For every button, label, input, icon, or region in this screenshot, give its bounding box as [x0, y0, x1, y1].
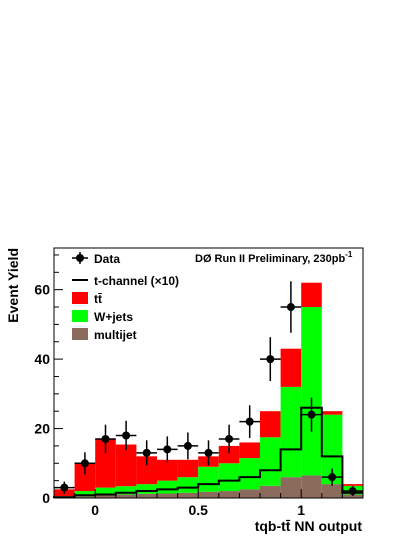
bar-multijet [198, 491, 219, 498]
bar-multijet [260, 485, 281, 498]
bar-tt [260, 411, 281, 438]
bar-multijet [136, 493, 157, 498]
legend-label: W+jets [94, 310, 133, 324]
bar-multijet [342, 494, 363, 498]
bar-wjets [218, 463, 240, 492]
legend: Data t-channel (×10) tt̄ W+jets multijet [72, 252, 179, 342]
bar-tt [74, 463, 96, 492]
bar-multijet [218, 491, 240, 498]
legend-label: Data [94, 252, 120, 266]
data-point [80, 459, 89, 468]
bar-multijet [115, 494, 137, 498]
bar-wjets [260, 437, 281, 486]
data-point [266, 355, 275, 364]
chart-title-text: DØ Run II Preliminary, 230pb [195, 253, 345, 265]
legend-data-marker [76, 254, 84, 262]
data-point [60, 483, 69, 492]
y-axis-label: Event Yield [5, 248, 21, 323]
bar-tt [280, 348, 302, 387]
x-tick-label: 0 [91, 502, 99, 518]
y-tick-label: 60 [34, 282, 50, 298]
bar-multijet [321, 484, 343, 498]
y-tick-label: 40 [34, 351, 50, 367]
data-point [348, 487, 357, 496]
data-point [225, 434, 234, 443]
data-point [328, 473, 337, 482]
legend-swatch [72, 328, 88, 340]
bar-multijet [239, 489, 260, 498]
bar-tt [136, 456, 157, 485]
data-point [101, 434, 110, 443]
bar-wjets [74, 491, 96, 497]
y-tick-label: 20 [34, 421, 50, 437]
bar-wjets [198, 466, 219, 492]
plot-frame [53, 247, 364, 499]
legend-swatch [72, 292, 88, 304]
bar-tt [342, 484, 363, 486]
bar-tt [321, 411, 343, 415]
y-tick-label: 0 [42, 490, 50, 506]
data-points [54, 281, 363, 496]
bar-wjets [301, 307, 322, 476]
chart-title-superscript: -1 [345, 250, 353, 259]
data-point [204, 448, 213, 457]
bar-tt [177, 459, 199, 478]
x-tick-label: 0.5 [188, 502, 208, 518]
bar-wjets [280, 386, 302, 478]
bar-wjets [136, 484, 157, 494]
bar-multijet [157, 493, 178, 498]
bar-wjets [239, 458, 260, 490]
data-point [307, 410, 316, 419]
bar-multijet [95, 495, 116, 498]
bar-tt [239, 442, 260, 459]
bar-tt [157, 459, 178, 481]
legend-swatch [72, 310, 88, 322]
legend-label: tt̄ [94, 292, 102, 306]
bar-wjets [177, 477, 199, 493]
bar-tt [301, 282, 322, 308]
data-point [142, 448, 151, 457]
data-point [163, 445, 172, 454]
bar-tt [218, 445, 240, 464]
data-point [183, 441, 192, 450]
bar-multijet [177, 492, 199, 498]
bar-tt [115, 444, 137, 487]
legend-label: t-channel (×10) [94, 274, 179, 288]
data-point [122, 431, 131, 440]
bar-multijet [280, 477, 302, 498]
data-point [286, 303, 295, 312]
x-tick-label: 1 [297, 502, 305, 518]
bar-multijet [301, 475, 322, 498]
legend-label: multijet [94, 328, 137, 342]
axes: 0 20 40 60 0 0.5 1 [34, 247, 364, 518]
bar-wjets [115, 486, 137, 495]
bar-multijet [74, 496, 96, 498]
bar-wjets [95, 487, 116, 496]
chart-title: DØ Run II Preliminary, 230pb-1 [195, 250, 353, 265]
bar-wjets [321, 414, 343, 485]
bar-wjets [157, 480, 178, 494]
data-point [245, 417, 254, 426]
x-axis-label: tqb-tt̄ NN output [255, 518, 363, 534]
bar-tt [95, 438, 116, 488]
